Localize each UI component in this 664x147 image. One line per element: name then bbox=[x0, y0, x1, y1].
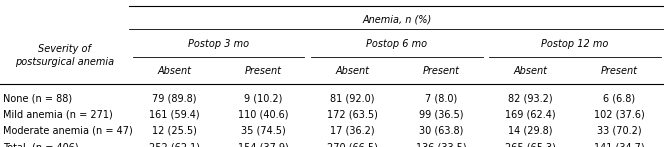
Text: Total  (n = 406): Total (n = 406) bbox=[3, 142, 79, 147]
Text: 82 (93.2): 82 (93.2) bbox=[508, 93, 552, 103]
Text: Absent: Absent bbox=[157, 66, 191, 76]
Text: 270 (66.5): 270 (66.5) bbox=[327, 142, 378, 147]
Text: 6 (6.8): 6 (6.8) bbox=[604, 93, 635, 103]
Text: 172 (63.5): 172 (63.5) bbox=[327, 110, 378, 120]
Text: Absent: Absent bbox=[335, 66, 369, 76]
Text: 30 (63.8): 30 (63.8) bbox=[419, 126, 463, 136]
Text: 7 (8.0): 7 (8.0) bbox=[425, 93, 457, 103]
Text: 154 (37.9): 154 (37.9) bbox=[238, 142, 288, 147]
Text: 14 (29.8): 14 (29.8) bbox=[508, 126, 552, 136]
Text: 35 (74.5): 35 (74.5) bbox=[241, 126, 286, 136]
Text: Postop 3 mo: Postop 3 mo bbox=[188, 39, 249, 49]
Text: Present: Present bbox=[244, 66, 282, 76]
Text: Mild anemia (n = 271): Mild anemia (n = 271) bbox=[3, 110, 113, 120]
Text: 169 (62.4): 169 (62.4) bbox=[505, 110, 556, 120]
Text: 79 (89.8): 79 (89.8) bbox=[152, 93, 197, 103]
Text: None (n = 88): None (n = 88) bbox=[3, 93, 72, 103]
Text: Present: Present bbox=[601, 66, 638, 76]
Text: Anemia, n (%): Anemia, n (%) bbox=[362, 14, 432, 24]
Text: 99 (36.5): 99 (36.5) bbox=[419, 110, 463, 120]
Text: 161 (59.4): 161 (59.4) bbox=[149, 110, 199, 120]
Text: 33 (70.2): 33 (70.2) bbox=[597, 126, 642, 136]
Text: 136 (33.5): 136 (33.5) bbox=[416, 142, 467, 147]
Text: 102 (37.6): 102 (37.6) bbox=[594, 110, 645, 120]
Text: 141 (34.7): 141 (34.7) bbox=[594, 142, 645, 147]
Text: 81 (92.0): 81 (92.0) bbox=[330, 93, 374, 103]
Text: 17 (36.2): 17 (36.2) bbox=[330, 126, 374, 136]
Text: Postop 12 mo: Postop 12 mo bbox=[541, 39, 609, 49]
Text: 265 (65.3): 265 (65.3) bbox=[505, 142, 556, 147]
Text: 9 (10.2): 9 (10.2) bbox=[244, 93, 282, 103]
Text: Present: Present bbox=[423, 66, 459, 76]
Text: 12 (25.5): 12 (25.5) bbox=[151, 126, 197, 136]
Text: Absent: Absent bbox=[513, 66, 547, 76]
Text: 110 (40.6): 110 (40.6) bbox=[238, 110, 288, 120]
Text: 252 (62.1): 252 (62.1) bbox=[149, 142, 199, 147]
Text: Postop 6 mo: Postop 6 mo bbox=[366, 39, 428, 49]
Text: Severity of
postsurgical anemia: Severity of postsurgical anemia bbox=[15, 44, 114, 67]
Text: Moderate anemia (n = 47): Moderate anemia (n = 47) bbox=[3, 126, 133, 136]
